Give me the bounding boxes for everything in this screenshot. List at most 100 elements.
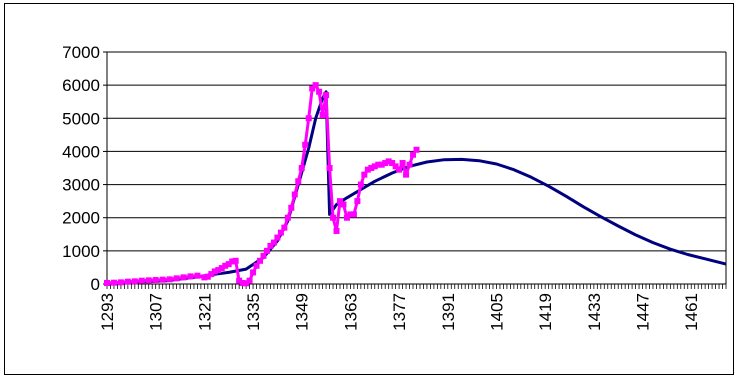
x-tick-label: 1391 bbox=[439, 293, 458, 331]
x-tick-label: 1433 bbox=[585, 293, 604, 331]
series-line-1 bbox=[106, 90, 727, 285]
y-tick-label: 5000 bbox=[62, 109, 100, 128]
y-tick-label: 0 bbox=[91, 275, 100, 294]
data-point-marker bbox=[274, 234, 281, 241]
x-tick-label: 1447 bbox=[634, 293, 653, 331]
data-point-marker bbox=[232, 257, 239, 264]
data-point-marker bbox=[295, 178, 302, 185]
data-point-marker bbox=[336, 198, 343, 205]
data-point-marker bbox=[347, 211, 354, 218]
data-point-marker bbox=[159, 276, 166, 283]
data-point-marker bbox=[375, 161, 382, 168]
data-point-marker bbox=[284, 214, 291, 221]
data-point-marker bbox=[406, 161, 413, 168]
data-point-marker bbox=[166, 276, 173, 283]
data-point-marker bbox=[410, 151, 417, 158]
x-tick-label: 1377 bbox=[390, 293, 409, 331]
data-point-marker bbox=[350, 211, 357, 218]
data-point-marker bbox=[277, 229, 284, 236]
data-point-marker bbox=[104, 280, 110, 287]
data-point-marker bbox=[187, 273, 194, 280]
x-tick-label: 1349 bbox=[293, 293, 312, 331]
data-point-marker bbox=[281, 224, 288, 231]
chart-frame bbox=[4, 3, 734, 375]
data-point-marker bbox=[330, 214, 337, 221]
data-point-marker bbox=[208, 271, 215, 278]
data-point-marker bbox=[124, 278, 131, 285]
data-point-marker bbox=[138, 277, 145, 284]
data-point-marker bbox=[204, 273, 211, 280]
data-point-marker bbox=[250, 269, 257, 276]
data-point-marker bbox=[309, 85, 316, 92]
data-point-marker bbox=[403, 171, 410, 178]
data-point-marker bbox=[225, 261, 232, 268]
x-tick-label: 1363 bbox=[341, 293, 360, 331]
data-point-marker bbox=[371, 163, 378, 170]
data-point-marker bbox=[131, 278, 138, 285]
x-tick-label: 1335 bbox=[244, 293, 263, 331]
data-point-marker bbox=[180, 274, 187, 281]
series-layer bbox=[104, 82, 727, 287]
data-point-marker bbox=[343, 214, 350, 221]
data-point-marker bbox=[152, 277, 159, 284]
grid-lines bbox=[107, 51, 726, 252]
data-point-marker bbox=[333, 227, 340, 234]
x-tick-label: 1293 bbox=[98, 293, 117, 331]
data-point-marker bbox=[211, 268, 218, 275]
axes bbox=[103, 51, 727, 285]
y-tick-label: 1000 bbox=[62, 242, 100, 261]
data-point-marker bbox=[396, 166, 403, 173]
data-point-marker bbox=[173, 275, 180, 282]
data-point-marker bbox=[117, 279, 124, 286]
x-tick-label: 1321 bbox=[195, 293, 214, 331]
data-point-marker bbox=[201, 274, 208, 281]
data-point-marker bbox=[291, 191, 298, 198]
data-point-marker bbox=[354, 198, 361, 205]
y-tick-labels: 0 1000 2000 3000 4000 5000 6000 7000 bbox=[62, 43, 100, 294]
data-point-marker bbox=[253, 262, 260, 269]
x-tick-label: 1419 bbox=[536, 293, 555, 331]
data-point-marker bbox=[145, 277, 152, 284]
data-point-marker bbox=[218, 265, 225, 272]
data-point-marker bbox=[413, 146, 420, 153]
y-tick-label: 4000 bbox=[62, 142, 100, 161]
data-point-marker bbox=[389, 160, 396, 167]
data-point-marker bbox=[312, 82, 319, 89]
data-point-marker bbox=[236, 277, 243, 284]
y-tick-label: 7000 bbox=[62, 43, 100, 62]
data-point-marker bbox=[361, 171, 368, 178]
data-point-marker bbox=[110, 279, 117, 286]
x-tick-marks bbox=[106, 284, 727, 289]
data-point-marker bbox=[385, 158, 392, 165]
data-point-marker bbox=[229, 258, 236, 265]
data-point-marker bbox=[194, 272, 201, 279]
y-tick-label: 3000 bbox=[62, 176, 100, 195]
data-point-marker bbox=[267, 242, 274, 249]
data-point-marker bbox=[326, 165, 333, 171]
data-point-marker bbox=[382, 160, 389, 167]
data-point-marker bbox=[323, 92, 330, 99]
data-point-marker bbox=[364, 166, 371, 173]
data-point-marker bbox=[222, 262, 229, 269]
data-point-marker bbox=[260, 252, 267, 259]
data-point-marker bbox=[257, 257, 264, 264]
data-point-marker bbox=[392, 163, 399, 170]
data-point-marker bbox=[357, 181, 364, 188]
data-point-marker bbox=[288, 204, 295, 211]
data-point-marker bbox=[305, 115, 312, 122]
data-point-marker bbox=[263, 247, 270, 254]
y-tick-label: 6000 bbox=[62, 76, 100, 95]
data-point-marker bbox=[246, 277, 253, 284]
x-tick-label: 1307 bbox=[147, 293, 166, 331]
data-point-marker bbox=[243, 280, 250, 287]
x-tick-label: 1461 bbox=[682, 293, 701, 331]
data-point-marker bbox=[340, 201, 347, 208]
y-tick-label: 2000 bbox=[62, 209, 100, 228]
data-point-marker bbox=[319, 111, 326, 118]
data-point-marker bbox=[399, 160, 406, 167]
data-point-marker bbox=[316, 88, 323, 95]
x-tick-labels: 1293 1307 1321 1335 1349 1363 1377 1391 1405 1419… bbox=[98, 293, 701, 331]
data-point-marker bbox=[302, 141, 309, 148]
x-tick-label: 1405 bbox=[487, 293, 506, 331]
